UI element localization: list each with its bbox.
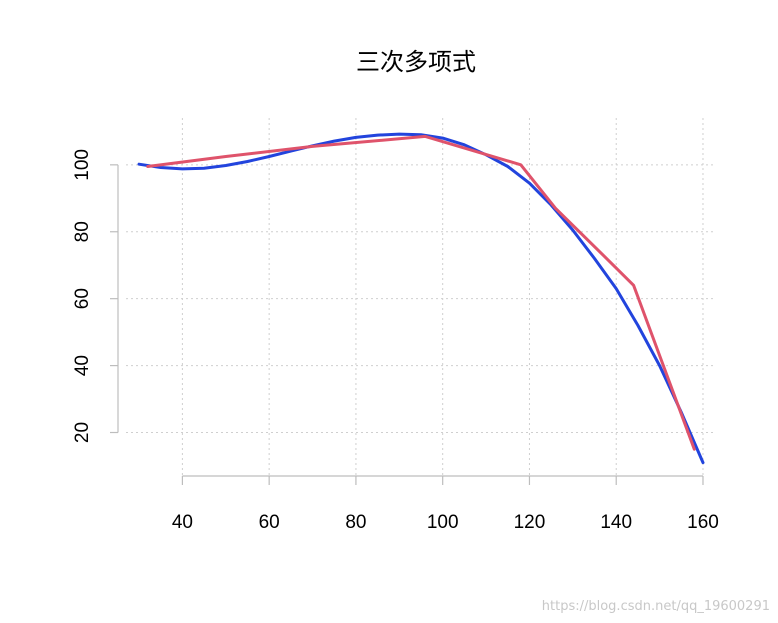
y-tick-label: 100 (72, 149, 93, 181)
series-layer (137, 132, 705, 465)
chart-title: 三次多项式 (356, 48, 476, 76)
x-tick-label: 160 (687, 512, 719, 533)
x-tick-label: 140 (600, 512, 632, 533)
grid-lines (126, 118, 716, 476)
x-tick-label: 80 (345, 512, 366, 533)
y-tick-label: 60 (72, 288, 93, 309)
x-tick-label: 100 (427, 512, 459, 533)
x-tick-label: 120 (514, 512, 546, 533)
series-line-1 (137, 132, 705, 465)
x-tick-label: 40 (172, 512, 193, 533)
watermark: https://blog.csdn.net/qq_19600291 (542, 599, 770, 614)
series-line-2 (146, 134, 696, 451)
axes: 40 60 80 100 120 140 160 20 40 60 80 100 (72, 149, 719, 533)
y-tick-label: 20 (72, 422, 93, 443)
y-tick-label: 80 (72, 221, 93, 242)
y-tick-label: 40 (72, 355, 93, 376)
x-tick-label: 60 (259, 512, 280, 533)
